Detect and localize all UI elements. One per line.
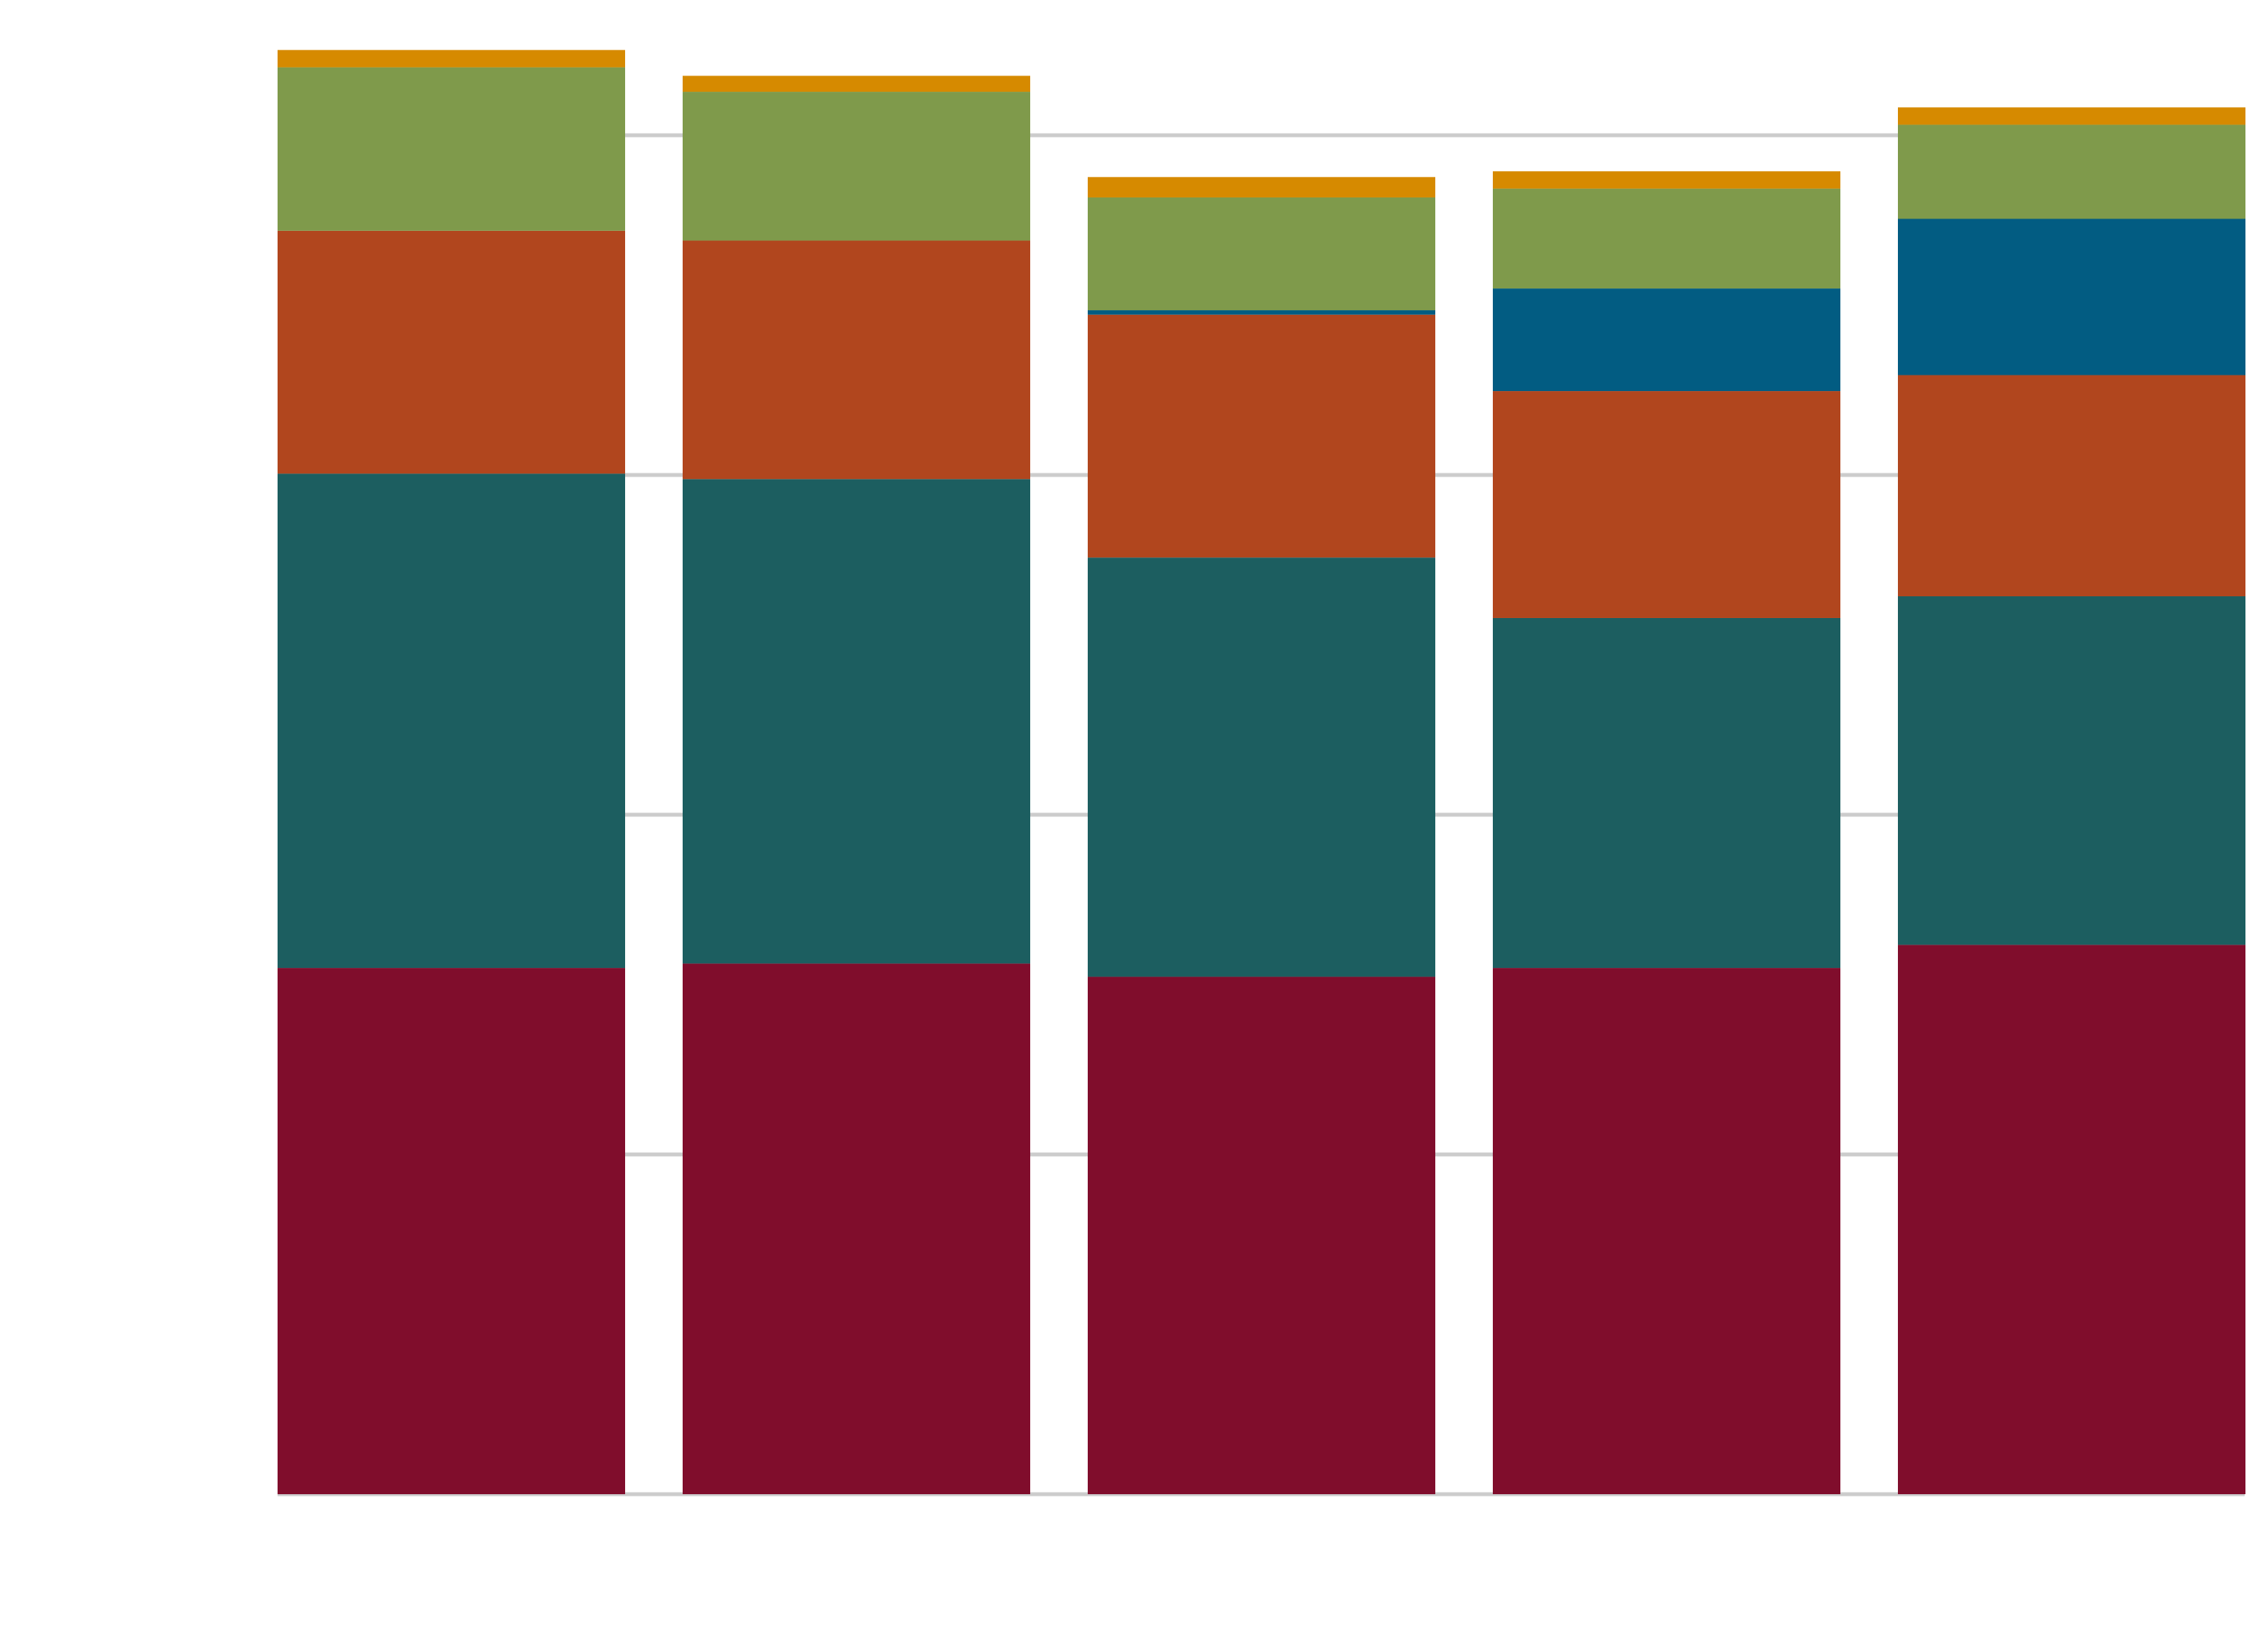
bar-5-segment-3 bbox=[1898, 375, 2245, 597]
bar-3-segment-5 bbox=[1088, 197, 1435, 311]
bar-3-segment-6 bbox=[1088, 176, 1435, 197]
bar-2-segment-2 bbox=[683, 479, 1030, 964]
bar-5-segment-6 bbox=[1898, 107, 2245, 125]
bar-5-segment-5 bbox=[1898, 124, 2245, 219]
bar-5-segment-4 bbox=[1898, 218, 2245, 375]
bar-2-segment-6 bbox=[683, 75, 1030, 93]
bar-4-segment-5 bbox=[1493, 188, 1840, 289]
bar-4-segment-4 bbox=[1493, 288, 1840, 392]
bar-5-segment-1 bbox=[1898, 945, 2245, 1494]
bar-2-segment-5 bbox=[683, 92, 1030, 241]
bar-1-segment-6 bbox=[278, 50, 625, 68]
bar-3-segment-2 bbox=[1088, 557, 1435, 977]
bar-5-segment-2 bbox=[1898, 596, 2245, 945]
bar-1-segment-3 bbox=[278, 230, 625, 474]
bar-3-segment-3 bbox=[1088, 314, 1435, 558]
bar-1-segment-5 bbox=[278, 67, 625, 231]
bar-2-segment-1 bbox=[683, 963, 1030, 1494]
bar-1-segment-2 bbox=[278, 473, 625, 969]
bars bbox=[278, 50, 2245, 1494]
bar-4-segment-3 bbox=[1493, 391, 1840, 618]
bar-3-segment-4 bbox=[1088, 310, 1435, 315]
bar-1-segment-1 bbox=[278, 968, 625, 1494]
bar-4-segment-6 bbox=[1493, 171, 1840, 189]
bar-4-segment-1 bbox=[1493, 968, 1840, 1494]
bar-4-segment-2 bbox=[1493, 617, 1840, 969]
bar-3-segment-1 bbox=[1088, 976, 1435, 1494]
bar-2-segment-3 bbox=[683, 240, 1030, 480]
